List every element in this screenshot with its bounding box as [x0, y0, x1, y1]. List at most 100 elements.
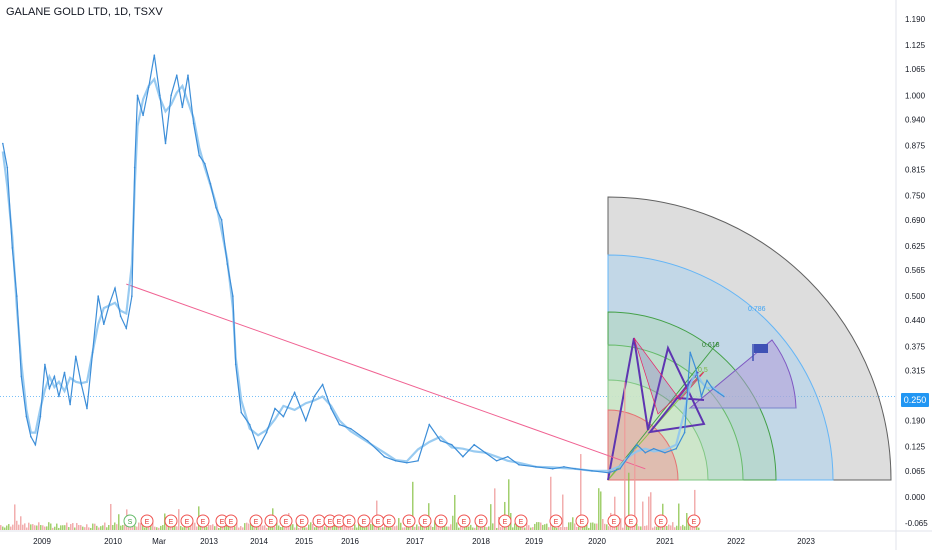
- volume-bar: [242, 527, 244, 530]
- earnings-marker-label: E: [376, 519, 381, 526]
- volume-bar: [690, 526, 692, 530]
- volume-bar: [528, 525, 530, 530]
- earnings-marker-label: E: [328, 519, 333, 526]
- volume-bar: [268, 524, 270, 530]
- volume-bar: [6, 525, 8, 530]
- price-point: [265, 431, 268, 434]
- volume-bar: [654, 526, 656, 530]
- earnings-marker-circle: [164, 514, 178, 528]
- price-point: [462, 455, 464, 458]
- volume-bar: [224, 524, 226, 530]
- volume-bar: [562, 494, 564, 530]
- volume-bar: [398, 518, 400, 530]
- volume-bar: [254, 527, 256, 530]
- price-point: [450, 443, 453, 446]
- price-point: [689, 351, 691, 354]
- volume-bar: [546, 523, 548, 530]
- volume-bar: [566, 526, 568, 530]
- price-point: [187, 74, 189, 77]
- volume-bar: [526, 523, 528, 530]
- price-axis-tick: 1.065: [905, 65, 926, 74]
- volume-bar: [232, 527, 234, 530]
- earnings-marker-circle: [140, 514, 154, 528]
- price-point: [652, 447, 655, 450]
- price-point: [518, 463, 520, 466]
- price-axis-tick: 1.000: [905, 91, 926, 100]
- price-point: [338, 423, 341, 426]
- price-point: [406, 461, 408, 464]
- price-point: [257, 447, 259, 450]
- moving-average-line: [1, 76, 725, 472]
- volume-bar: [194, 522, 196, 530]
- volume-bar: [448, 526, 450, 530]
- volume-bar: [270, 525, 272, 530]
- volume-bar: [542, 524, 544, 530]
- volume-bar: [36, 525, 38, 530]
- price-point: [86, 407, 88, 410]
- volume-bar: [470, 524, 472, 530]
- earnings-marker-label: E: [692, 519, 697, 526]
- price-point: [439, 439, 442, 442]
- volume-bar: [578, 526, 580, 530]
- volume-bar: [174, 524, 176, 530]
- price-point: [44, 363, 46, 366]
- price-line: [2, 54, 725, 474]
- volume-bar: [120, 525, 122, 530]
- earnings-marker-circle: [624, 514, 638, 528]
- volume-bar: [514, 523, 516, 530]
- volume-bar: [550, 476, 552, 530]
- volume-bar: [32, 524, 34, 530]
- volume-bar: [434, 520, 436, 530]
- volume-bar: [604, 523, 606, 530]
- volume-bar: [86, 524, 88, 530]
- volume-bar: [642, 501, 644, 530]
- earnings-marker-label: E: [519, 519, 524, 526]
- volume-bar: [494, 488, 496, 530]
- volume-bar: [100, 526, 102, 530]
- volume-bar: [202, 527, 204, 530]
- earnings-marker-circle: [123, 514, 137, 528]
- volume-bar: [212, 524, 214, 530]
- price-axis: 1.190 1.125 1.065 1.000 0.940 0.875 0.815 0.750…: [905, 15, 928, 528]
- volume-bar: [536, 522, 538, 530]
- volume-bar: [284, 527, 286, 530]
- volume-bar: [102, 525, 104, 530]
- earnings-marker-label: E: [612, 519, 617, 526]
- volume-bar: [0, 525, 2, 530]
- volume-bar: [462, 527, 464, 530]
- volume-bar: [596, 523, 598, 530]
- price-point: [209, 182, 212, 185]
- earnings-marker-label: E: [337, 519, 342, 526]
- price-point: [700, 395, 703, 398]
- price-point: [240, 411, 243, 414]
- volume-bar: [78, 525, 80, 530]
- earnings-marker-label: E: [145, 519, 150, 526]
- price-point: [164, 142, 167, 145]
- volume-bar: [200, 524, 202, 530]
- volume-bar: [672, 522, 674, 530]
- price-point: [170, 94, 172, 97]
- volume-bar: [588, 527, 590, 530]
- price-point: [591, 469, 593, 472]
- price-axis-tick: 1.125: [905, 41, 926, 50]
- price-point: [274, 407, 276, 410]
- price-point: [619, 467, 621, 470]
- price-point: [664, 451, 666, 454]
- fib-level-label-0: 0.786: [748, 306, 766, 313]
- price-axis-tick: 0.000: [905, 493, 926, 502]
- volume-bar: [146, 526, 148, 530]
- volume-bar: [582, 525, 584, 530]
- earnings-marker-label: E: [462, 519, 467, 526]
- price-point: [204, 162, 206, 165]
- volume-bar: [450, 524, 452, 530]
- volume-bar: [430, 525, 432, 530]
- price-point: [34, 443, 37, 446]
- time-axis-tick: Mar: [152, 537, 166, 546]
- volume-bar: [320, 526, 322, 530]
- volume-bar: [324, 526, 326, 530]
- earnings-marker-label: S: [128, 519, 133, 526]
- time-axis-tick: 2022: [727, 537, 745, 546]
- volume-bar: [554, 527, 556, 530]
- price-point: [39, 415, 42, 418]
